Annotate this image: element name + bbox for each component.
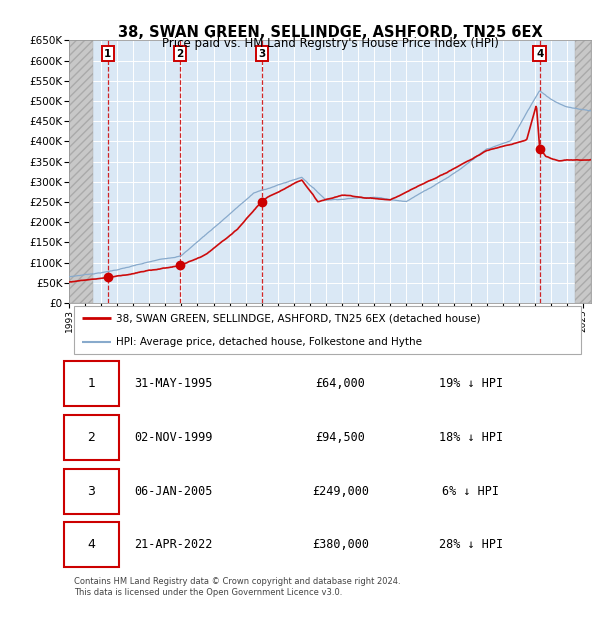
Bar	[575, 40, 591, 303]
FancyBboxPatch shape	[64, 522, 119, 567]
Text: 31-MAY-1995: 31-MAY-1995	[134, 377, 212, 390]
Text: Price paid vs. HM Land Registry's House Price Index (HPI): Price paid vs. HM Land Registry's House …	[161, 37, 499, 50]
Text: 06-JAN-2005: 06-JAN-2005	[134, 485, 212, 498]
Text: £64,000: £64,000	[316, 377, 365, 390]
Text: 1: 1	[104, 48, 112, 59]
Text: 4: 4	[88, 538, 95, 551]
Text: 1: 1	[88, 377, 95, 390]
Text: 6% ↓ HPI: 6% ↓ HPI	[442, 485, 499, 498]
Text: 28% ↓ HPI: 28% ↓ HPI	[439, 538, 503, 551]
Text: £380,000: £380,000	[312, 538, 369, 551]
FancyBboxPatch shape	[64, 469, 119, 514]
Text: 02-NOV-1999: 02-NOV-1999	[134, 431, 212, 444]
Text: 3: 3	[88, 485, 95, 498]
Text: 2: 2	[176, 48, 184, 59]
Text: Contains HM Land Registry data © Crown copyright and database right 2024.
This d: Contains HM Land Registry data © Crown c…	[74, 577, 401, 596]
Bar	[69, 40, 93, 303]
Text: 3: 3	[259, 48, 266, 59]
Text: 19% ↓ HPI: 19% ↓ HPI	[439, 377, 503, 390]
Text: HPI: Average price, detached house, Folkestone and Hythe: HPI: Average price, detached house, Folk…	[116, 337, 422, 347]
Text: 38, SWAN GREEN, SELLINDGE, ASHFORD, TN25 6EX (detached house): 38, SWAN GREEN, SELLINDGE, ASHFORD, TN25…	[116, 313, 481, 323]
FancyBboxPatch shape	[64, 361, 119, 406]
Text: 2: 2	[88, 431, 95, 444]
Text: 21-APR-2022: 21-APR-2022	[134, 538, 212, 551]
Text: £249,000: £249,000	[312, 485, 369, 498]
Text: £94,500: £94,500	[316, 431, 365, 444]
FancyBboxPatch shape	[64, 415, 119, 460]
FancyBboxPatch shape	[74, 306, 581, 354]
Text: 4: 4	[536, 48, 544, 59]
Text: 38, SWAN GREEN, SELLINDGE, ASHFORD, TN25 6EX: 38, SWAN GREEN, SELLINDGE, ASHFORD, TN25…	[118, 25, 542, 40]
Text: 18% ↓ HPI: 18% ↓ HPI	[439, 431, 503, 444]
